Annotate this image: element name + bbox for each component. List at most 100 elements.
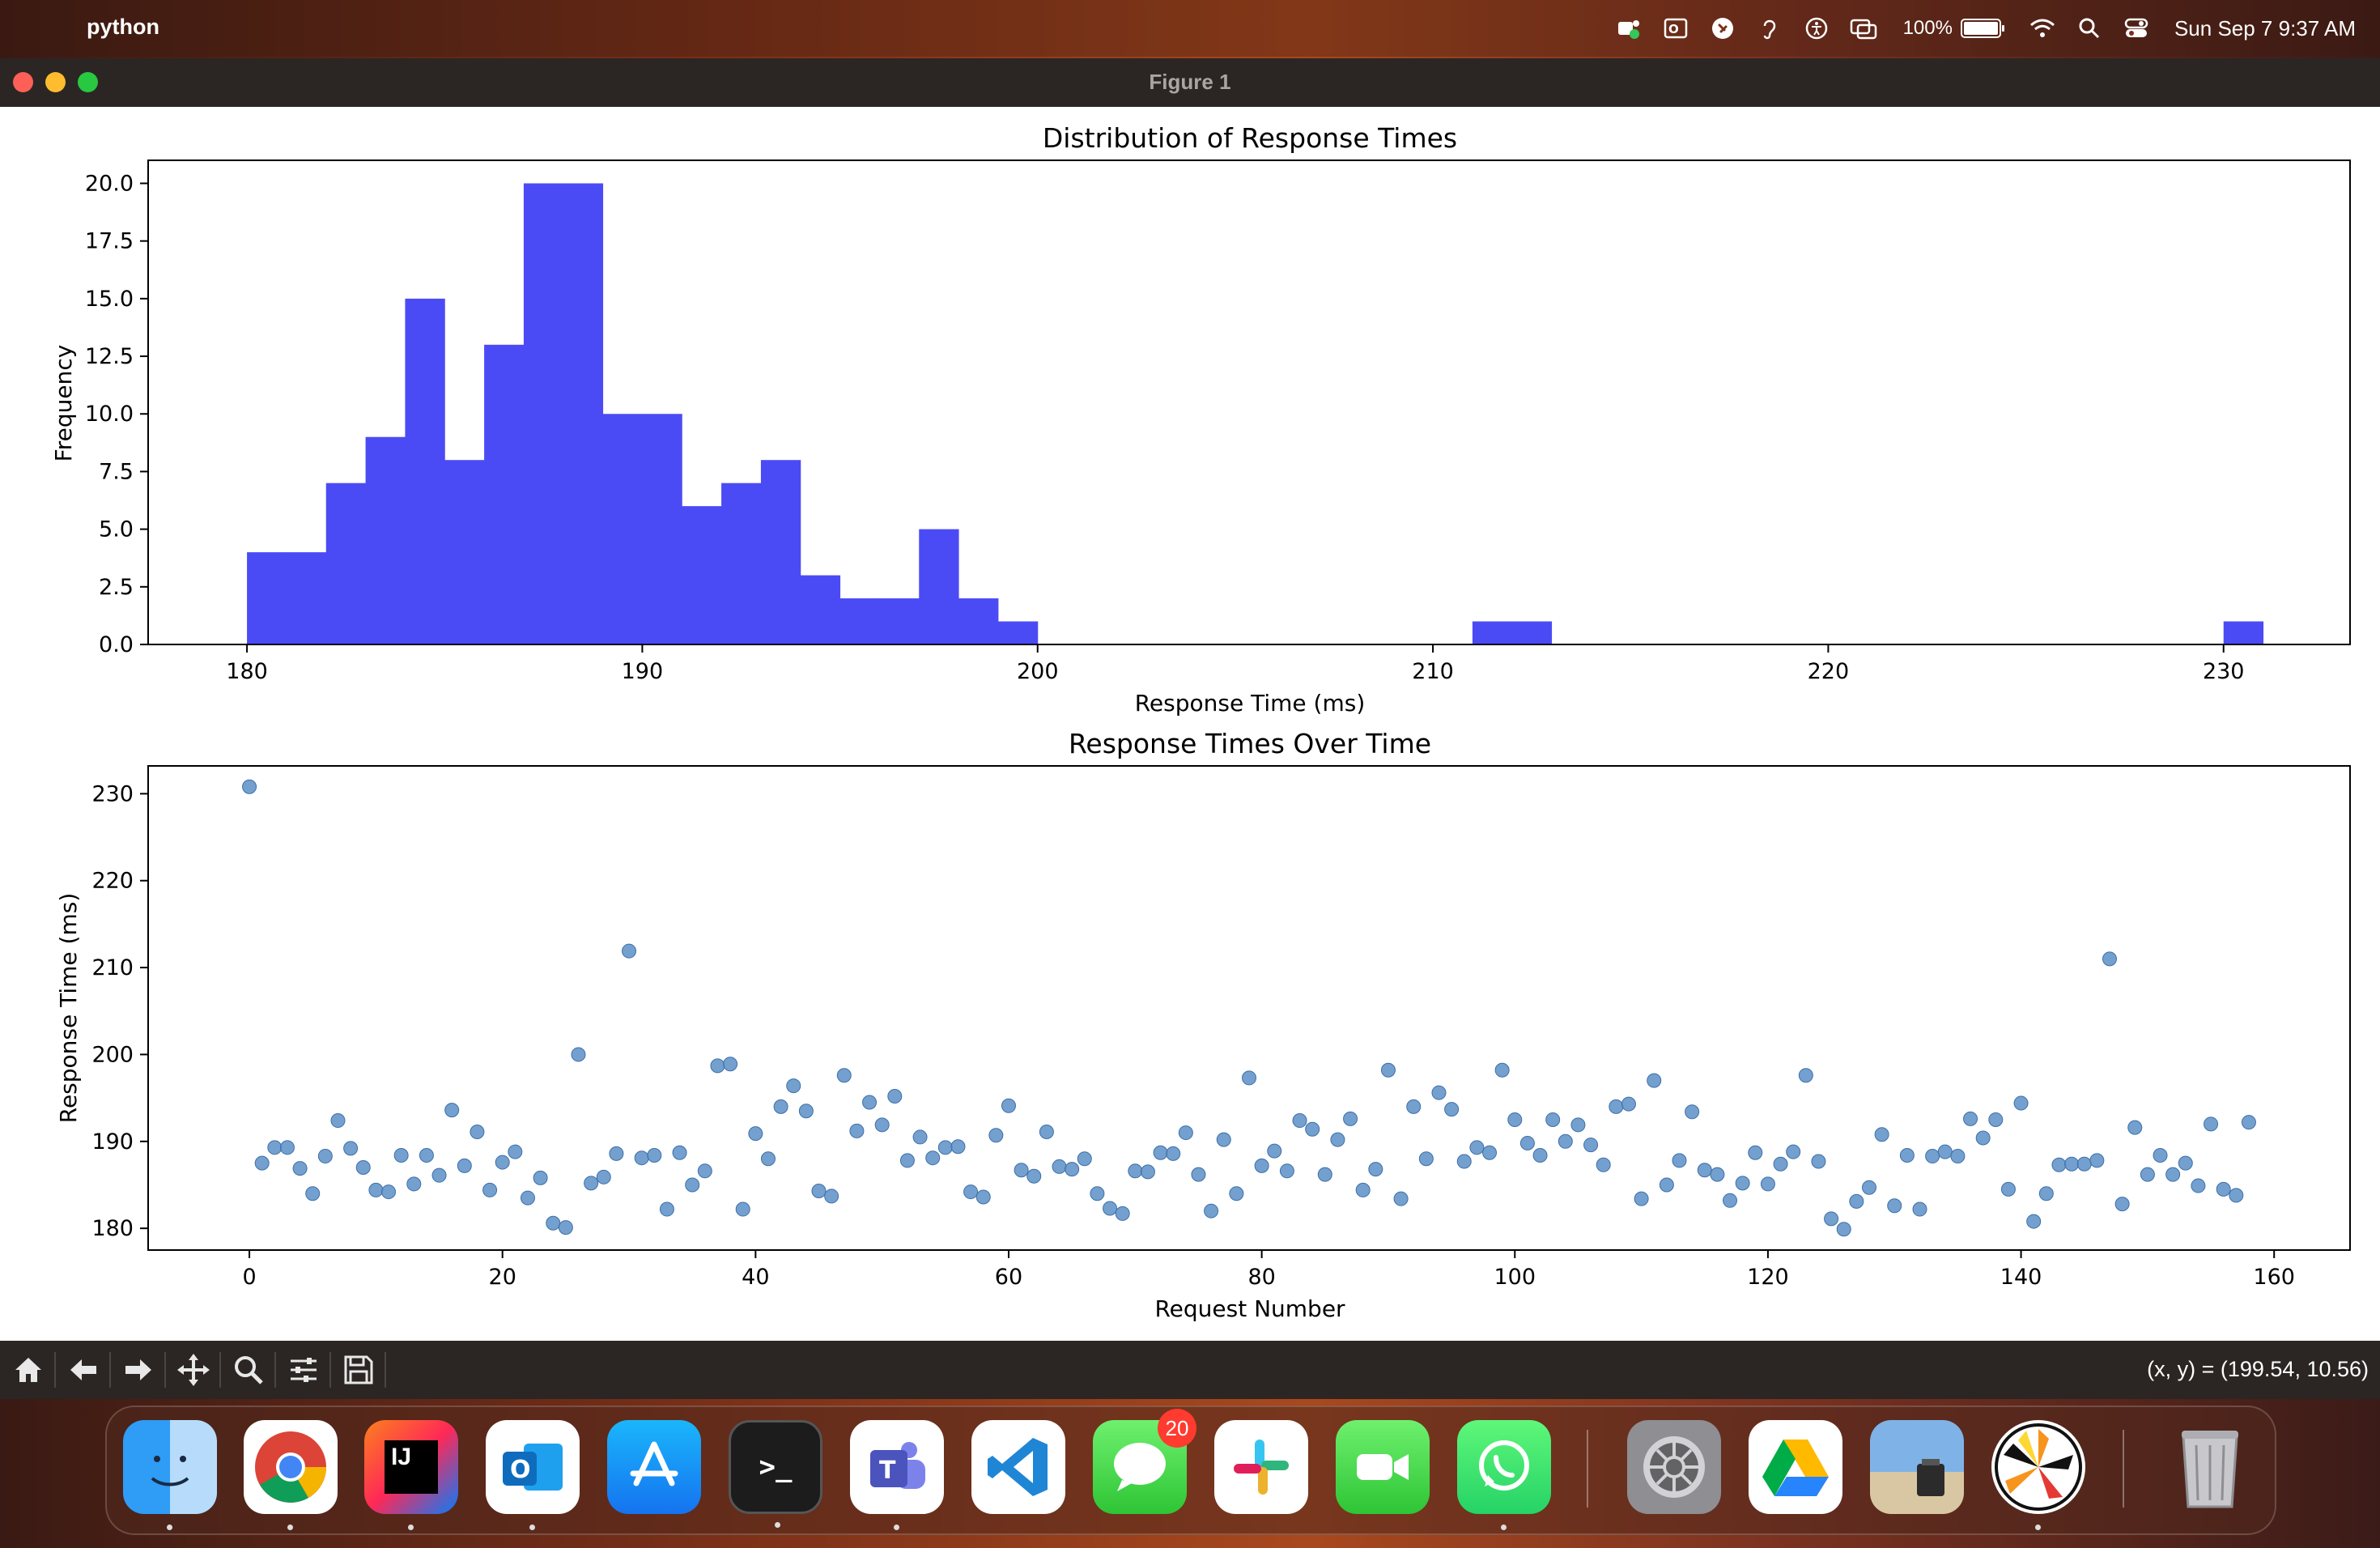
- scatter-point: [1368, 1162, 1383, 1177]
- x-tick-label: 160: [2253, 1265, 2295, 1290]
- back-icon[interactable]: [58, 1347, 111, 1393]
- scatter-point: [2076, 1156, 2092, 1172]
- spotlight-search-icon[interactable]: [2066, 12, 2113, 45]
- scatter-point: [1469, 1140, 1485, 1155]
- scatter-xlabel: Request Number: [1154, 1295, 1345, 1322]
- scatter-point: [1317, 1167, 1332, 1182]
- histogram-bar: [2223, 621, 2264, 644]
- zoom-icon[interactable]: [223, 1347, 276, 1393]
- scatter-point: [1861, 1180, 1876, 1195]
- scatter-point: [697, 1163, 712, 1179]
- scatter-point: [1697, 1163, 1712, 1178]
- vscode-icon[interactable]: [971, 1420, 1065, 1514]
- scatter-point: [2089, 1153, 2105, 1168]
- scatter-point: [1456, 1154, 1472, 1169]
- system-settings-icon[interactable]: [1627, 1420, 1721, 1514]
- histogram-bar: [365, 436, 406, 644]
- x-tick-label: 120: [1747, 1265, 1789, 1290]
- teams-icon[interactable]: T: [850, 1420, 944, 1530]
- scatter-point: [735, 1201, 750, 1217]
- x-tick-label: 220: [1808, 659, 1850, 684]
- terminal-icon[interactable]: >_: [729, 1420, 822, 1528]
- scatter-point: [988, 1128, 1004, 1143]
- scatter-point: [546, 1215, 561, 1231]
- messages-icon[interactable]: 20: [1093, 1409, 1196, 1514]
- window-title-bar[interactable]: Figure 1: [0, 58, 2380, 108]
- app-store-icon[interactable]: [607, 1420, 701, 1514]
- scatter-axes-frame: [147, 765, 2351, 1251]
- configure-subplots-icon[interactable]: [278, 1347, 331, 1393]
- scatter-title: Response Times Over Time: [1069, 728, 1431, 759]
- teams-status-icon[interactable]: [1605, 12, 1652, 45]
- outlook-icon[interactable]: O: [1652, 12, 1699, 45]
- figure-canvas[interactable]: Distribution of Response Times 180 190 200…: [0, 107, 2380, 1341]
- x-tick-label: 190: [622, 659, 664, 684]
- scatter-point: [2013, 1095, 2029, 1111]
- save-icon[interactable]: [334, 1347, 386, 1393]
- outlook-app-icon[interactable]: O: [486, 1420, 580, 1530]
- scatter-point: [685, 1177, 700, 1193]
- scatter-point: [444, 1103, 460, 1118]
- scatter-point: [975, 1189, 991, 1205]
- x-tick-label: 200: [1017, 659, 1059, 684]
- chrome-icon[interactable]: [244, 1420, 338, 1530]
- wifi-icon[interactable]: [2019, 12, 2066, 45]
- finder-icon[interactable]: [123, 1420, 217, 1530]
- charts-svg[interactable]: Distribution of Response Times 180 190 200…: [0, 107, 2380, 1341]
- minimize-button[interactable]: [45, 72, 66, 92]
- scatter-point: [760, 1151, 776, 1167]
- scatter-point: [305, 1186, 321, 1201]
- preview-icon[interactable]: [1870, 1420, 1964, 1514]
- histogram-bar: [997, 621, 1039, 644]
- scatter-point: [2026, 1214, 2042, 1229]
- slack-icon[interactable]: [1214, 1420, 1308, 1514]
- whatsapp-icon[interactable]: [1457, 1420, 1551, 1530]
- shazam-icon[interactable]: [1699, 12, 1746, 45]
- scatter-point: [1798, 1068, 1813, 1083]
- google-drive-icon[interactable]: [1749, 1420, 1842, 1514]
- x-tick-label: 180: [226, 659, 268, 684]
- y-tick-label: 15.0: [85, 287, 134, 312]
- accessibility-icon[interactable]: [1793, 12, 1840, 45]
- x-tick-label: 230: [2203, 659, 2245, 684]
- forward-icon[interactable]: [113, 1347, 166, 1393]
- y-tick-label: 20.0: [85, 171, 134, 196]
- screen-mirroring-icon[interactable]: [1840, 12, 1887, 45]
- svg-text:T: T: [879, 1457, 896, 1485]
- facetime-icon[interactable]: [1336, 1420, 1430, 1514]
- status-area: O 100% Sun Sep 7 9:37 AM: [1605, 0, 2356, 57]
- scatter-point: [1659, 1177, 1674, 1193]
- histogram-bar: [523, 183, 564, 644]
- histogram-bar: [839, 598, 880, 644]
- trash-icon[interactable]: [2163, 1420, 2257, 1514]
- menu-bar-clock[interactable]: Sun Sep 7 9:37 AM: [2174, 15, 2356, 40]
- x-tick-label: 40: [742, 1265, 769, 1290]
- scatter-point: [482, 1182, 498, 1197]
- close-button[interactable]: [13, 72, 33, 92]
- scatter-point: [1292, 1113, 1307, 1129]
- home-icon[interactable]: [3, 1347, 56, 1393]
- histogram-chart: Distribution of Response Times 180 190 200…: [50, 122, 2351, 717]
- scatter-point: [2051, 1157, 2067, 1172]
- scatter-point: [1343, 1111, 1358, 1126]
- scatter-point: [659, 1201, 674, 1217]
- scatter-point: [558, 1220, 573, 1235]
- active-app-name[interactable]: python: [87, 15, 159, 39]
- scatter-point: [1140, 1164, 1155, 1180]
- zoom-button[interactable]: [78, 72, 98, 92]
- scatter-point: [824, 1189, 839, 1204]
- intellij-idea-icon[interactable]: IJ: [364, 1420, 458, 1530]
- histogram-bar: [602, 414, 643, 644]
- x-tick-label: 80: [1247, 1265, 1275, 1290]
- control-center-icon[interactable]: [2113, 12, 2160, 45]
- scatter-point: [330, 1113, 346, 1129]
- scatter-point: [1723, 1193, 1738, 1208]
- scatter-point: [1039, 1124, 1054, 1139]
- hearing-icon[interactable]: [1746, 12, 1793, 45]
- y-tick-label: 200: [91, 1042, 134, 1067]
- scatter-point: [2114, 1197, 2130, 1212]
- scatter-point: [1773, 1156, 1788, 1172]
- pan-icon[interactable]: [168, 1347, 221, 1393]
- battery-indicator[interactable]: 100%: [1903, 17, 2004, 40]
- pinwheel-icon[interactable]: [1991, 1420, 2085, 1530]
